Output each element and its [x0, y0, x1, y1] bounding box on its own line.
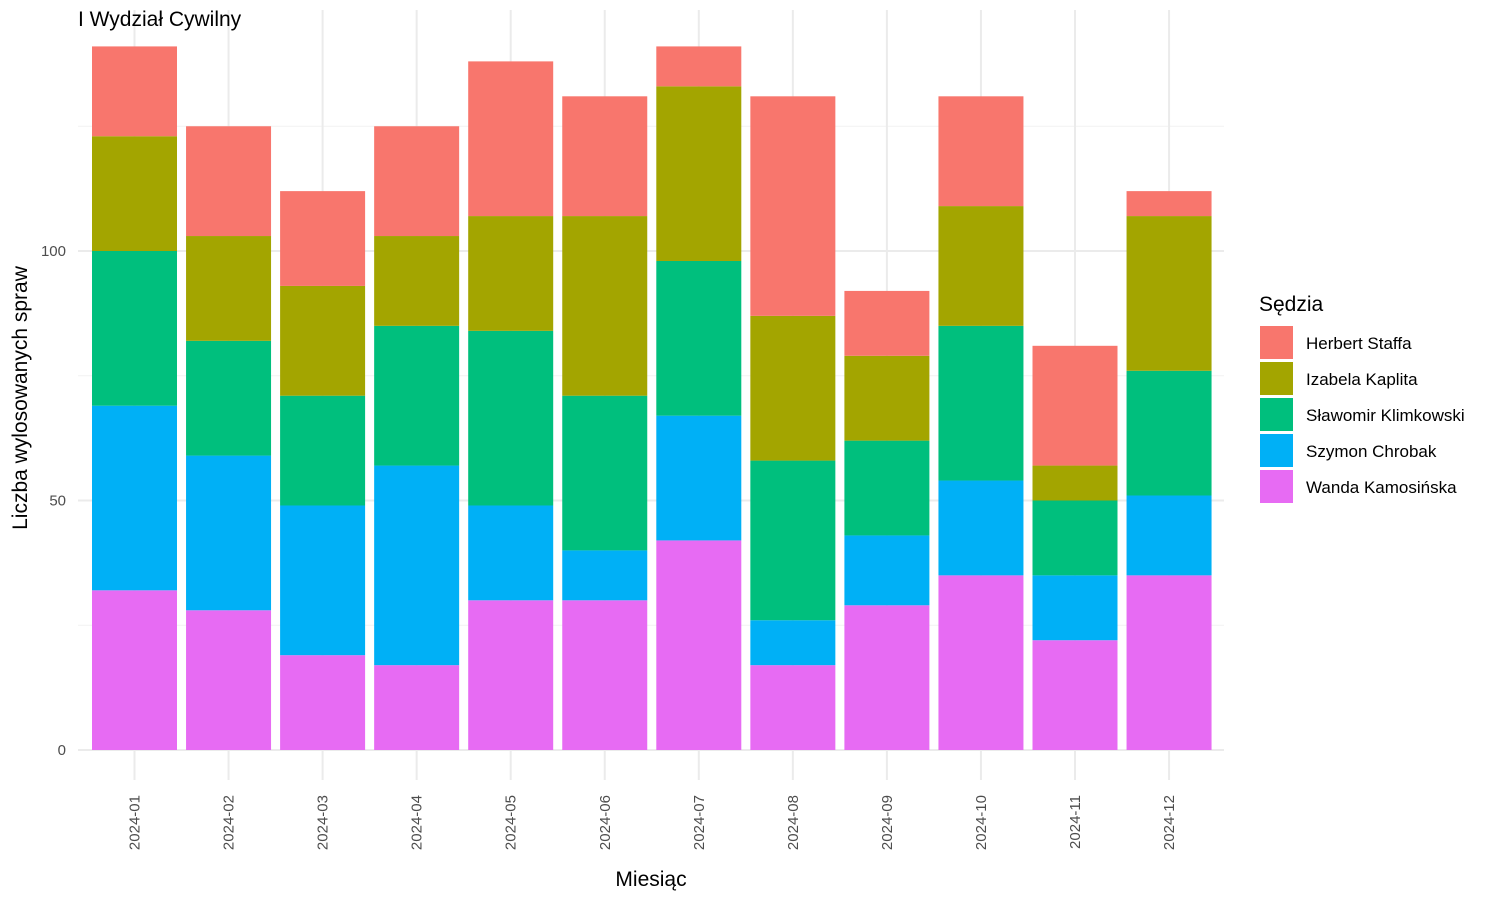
legend-swatch	[1260, 326, 1293, 359]
x-tick-label: 2024-06	[597, 795, 614, 850]
bar-segment	[280, 505, 366, 656]
bar-segment	[374, 665, 460, 750]
bar-segment	[656, 46, 742, 87]
x-tick-label: 2024-03	[315, 795, 332, 850]
bar-segment	[280, 285, 366, 396]
bar-segment	[750, 315, 836, 461]
bar-segment	[1032, 500, 1118, 576]
bar-segment	[92, 251, 177, 406]
bar-segment	[750, 665, 836, 750]
bar-segment	[1032, 465, 1118, 501]
bar-segment	[656, 540, 742, 750]
x-tick-label: 2024-12	[1161, 795, 1178, 850]
bar-segment	[656, 86, 742, 261]
bar-segment	[468, 216, 554, 331]
bar-segment	[92, 405, 177, 591]
bar-segment	[374, 325, 460, 466]
bar-segment	[844, 605, 930, 750]
x-tick-label: 2024-02	[221, 795, 238, 850]
bar-segment	[750, 620, 836, 666]
bar-segment	[468, 600, 554, 750]
x-axis-ticks: 2024-01 2024-02 2024-03 2024-04 2024-05 2024-…	[127, 795, 1179, 850]
bar-segment	[186, 455, 272, 611]
bar-segment	[938, 575, 1024, 750]
bar-segment	[938, 325, 1024, 481]
bar-segment	[374, 465, 460, 666]
x-tick-label: 2024-05	[503, 795, 520, 850]
bar-segment	[1032, 345, 1118, 466]
legend-title: Sędzia	[1259, 293, 1324, 316]
bar-segment	[844, 535, 930, 606]
bar-segment	[938, 96, 1024, 207]
bar-segment	[280, 655, 366, 750]
bars	[92, 46, 1212, 750]
bar-segment	[186, 236, 272, 341]
legend-swatch	[1260, 362, 1293, 395]
bar-segment	[1032, 640, 1118, 750]
bar-segment	[750, 96, 836, 316]
y-tick-label: 50	[49, 493, 66, 510]
bar-segment	[938, 206, 1024, 326]
bar-segment	[750, 460, 836, 621]
bar-segment	[1126, 370, 1212, 496]
bar-segment	[374, 126, 460, 237]
y-tick-label: 100	[41, 243, 66, 260]
chart-title: I Wydział Cywilny	[78, 8, 242, 31]
bar-segment	[468, 330, 554, 506]
x-tick-label: 2024-10	[973, 795, 990, 850]
legend-label: Szymon Chrobak	[1306, 442, 1437, 461]
bar-segment	[844, 440, 930, 536]
legend-label: Izabela Kaplita	[1306, 370, 1418, 389]
x-tick-label: 2024-09	[879, 795, 896, 850]
y-axis-ticks: 0 50 100	[41, 243, 66, 759]
legend-label: Sławomir Klimkowski	[1306, 406, 1465, 425]
bar-segment	[468, 61, 554, 217]
bar-segment	[1032, 575, 1118, 641]
bar-segment	[562, 216, 648, 396]
bar-segment	[1126, 191, 1212, 217]
legend: Sędzia Herbert Staffa Izabela Kaplita Sław…	[1259, 293, 1465, 503]
bar-segment	[656, 415, 742, 541]
bar-segment	[562, 395, 648, 551]
bar-segment	[1126, 216, 1212, 371]
x-tick-label: 2024-08	[785, 795, 802, 850]
bar-segment	[186, 126, 272, 237]
x-tick-label: 2024-01	[127, 795, 144, 850]
x-tick-label: 2024-11	[1067, 795, 1084, 849]
bar-segment	[280, 191, 366, 286]
bar-segment	[374, 236, 460, 326]
bar-segment	[844, 290, 930, 356]
x-tick-label: 2024-07	[691, 795, 708, 850]
bar-segment	[280, 395, 366, 506]
bar-segment	[468, 505, 554, 601]
y-axis-title: Liczba wylosowanych spraw	[9, 265, 32, 530]
legend-label: Herbert Staffa	[1306, 334, 1412, 353]
bar-segment	[1126, 575, 1212, 750]
bar-segment	[562, 600, 648, 750]
bar-segment	[562, 550, 648, 601]
y-tick-label: 0	[58, 742, 66, 759]
bar-segment	[562, 96, 648, 217]
bar-segment	[186, 610, 272, 750]
bar-segment	[92, 136, 177, 251]
bar-segment	[1126, 495, 1212, 576]
bar-segment	[92, 46, 177, 137]
x-tick-label: 2024-04	[409, 795, 426, 850]
legend-swatch	[1260, 470, 1293, 503]
bar-segment	[656, 260, 742, 416]
x-axis-title: Miesiąc	[615, 868, 686, 891]
bar-segment	[186, 340, 272, 456]
legend-label: Wanda Kamosińska	[1306, 478, 1457, 497]
bar-segment	[92, 590, 177, 750]
legend-swatch	[1260, 398, 1293, 431]
legend-swatch	[1260, 434, 1293, 467]
bar-segment	[844, 355, 930, 441]
bar-segment	[938, 480, 1024, 576]
